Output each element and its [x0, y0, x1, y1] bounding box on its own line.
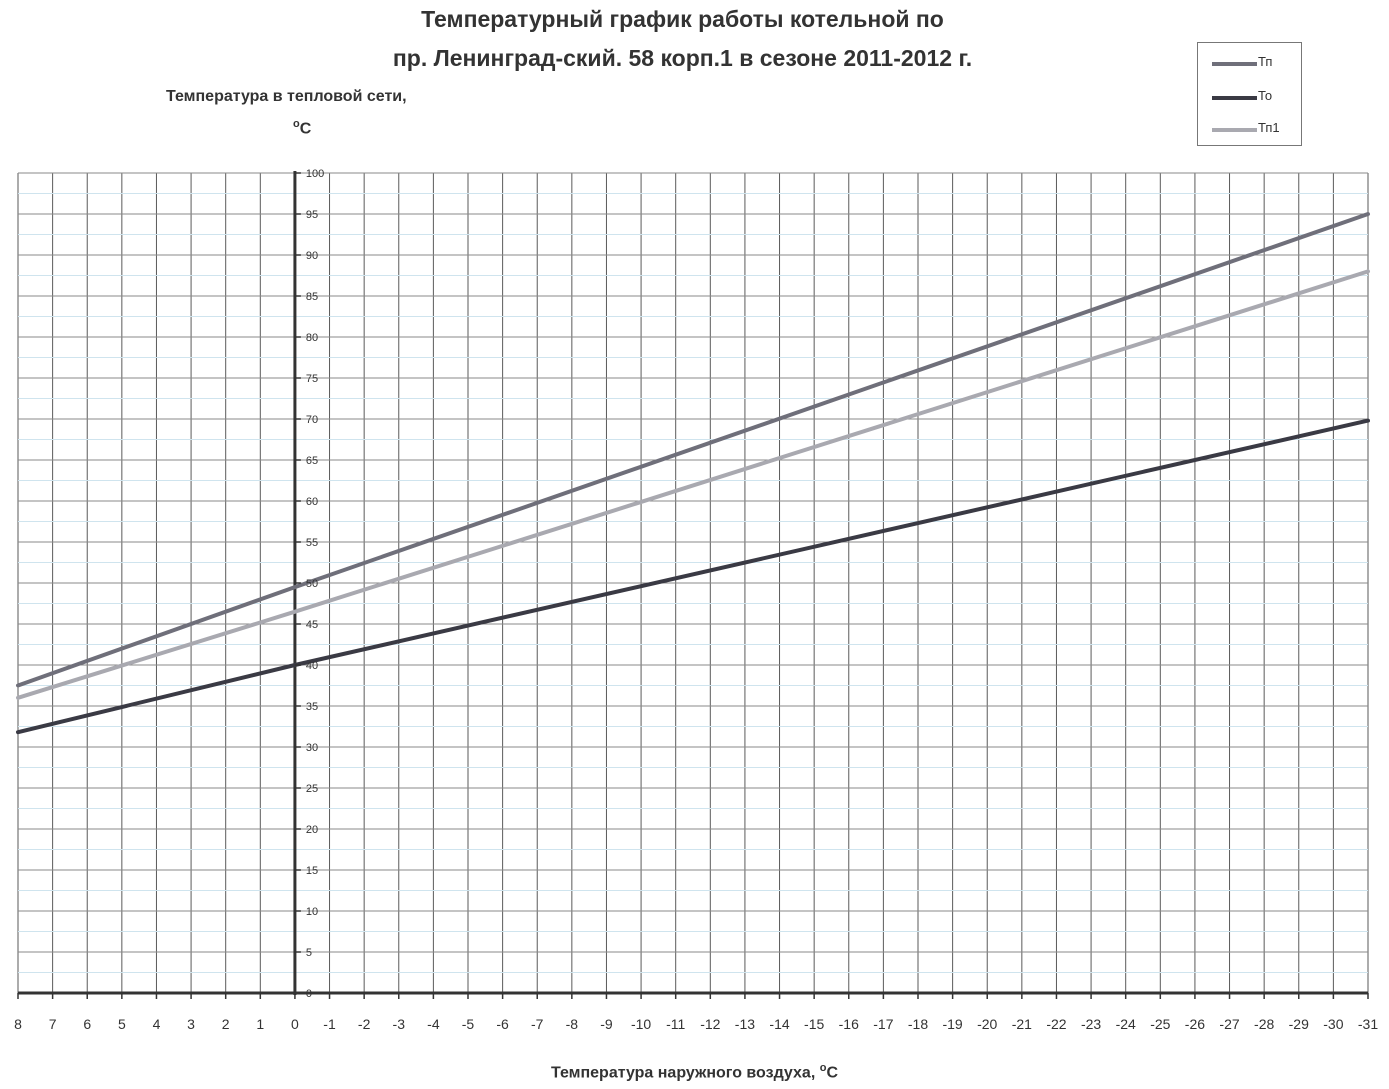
y-axis-unit: oC	[293, 118, 311, 138]
x-tick-label: -9	[600, 1016, 613, 1032]
x-tick-label: -6	[496, 1016, 509, 1032]
x-tick-label: -31	[1358, 1016, 1378, 1032]
x-tick-label: -11	[666, 1016, 685, 1032]
x-tick-label: -7	[531, 1016, 544, 1032]
y-tick-label: 35	[306, 701, 318, 713]
y-tick-label: 80	[306, 332, 318, 344]
x-tick-label: -1	[323, 1016, 336, 1032]
y-axis-degree-sign: o	[293, 118, 300, 130]
x-tick-label: -24	[1116, 1016, 1136, 1032]
series-line-2	[16, 418, 1370, 735]
x-tick-label: -29	[1289, 1016, 1309, 1032]
x-tick-label: -27	[1219, 1016, 1239, 1032]
chart-legend: Тп То Тп1	[1197, 42, 1302, 146]
legend-label-tp: Тп	[1258, 54, 1273, 69]
legend-item-tp: Тп	[1212, 53, 1298, 73]
series-line-1	[16, 212, 1370, 688]
x-tick-label: 6	[83, 1016, 91, 1032]
legend-swatch-tp	[1212, 62, 1257, 66]
x-tick-label: -17	[873, 1016, 893, 1032]
x-tick-label: -23	[1081, 1016, 1101, 1032]
x-tick-label: -12	[700, 1016, 720, 1032]
x-tick-label: -3	[393, 1016, 406, 1032]
x-tick-label: -26	[1185, 1016, 1205, 1032]
x-tick-label: -28	[1254, 1016, 1274, 1032]
y-tick-label: 90	[306, 250, 318, 262]
x-axis-unit-letter: C	[826, 1064, 838, 1082]
x-tick-label: -5	[462, 1016, 475, 1032]
x-tick-label: -21	[1012, 1016, 1032, 1032]
chart-title-line-2: пр. Ленинград-ский. 58 корп.1 в сезоне 2…	[392, 45, 973, 71]
x-tick-label: -14	[769, 1016, 789, 1032]
x-tick-label: -15	[804, 1016, 824, 1032]
x-tick-label: 2	[222, 1016, 230, 1032]
legend-item-tp1: Тп1	[1212, 119, 1298, 139]
y-tick-label: 75	[306, 373, 318, 385]
legend-swatch-to	[1212, 96, 1257, 100]
x-tick-label: -20	[977, 1016, 997, 1032]
x-tick-label: -2	[358, 1016, 371, 1032]
x-axis-degree-sign: o	[819, 1062, 827, 1074]
x-tick-label: 1	[256, 1016, 264, 1032]
y-tick-label: 40	[306, 660, 318, 672]
legend-item-to: То	[1212, 87, 1298, 107]
y-tick-label: 50	[306, 578, 318, 590]
x-tick-label: -16	[839, 1016, 859, 1032]
x-tick-label: -19	[942, 1016, 962, 1032]
x-tick-label: -13	[735, 1016, 755, 1032]
x-tick-label: -22	[1046, 1016, 1066, 1032]
x-tick-label: 8	[14, 1016, 22, 1032]
y-tick-label: 20	[306, 824, 318, 836]
x-tick-label: -4	[427, 1016, 440, 1032]
y-tick-label: 85	[306, 291, 318, 303]
x-tick-label: 5	[118, 1016, 126, 1032]
y-tick-label: 100	[306, 168, 324, 180]
y-tick-label: 60	[306, 496, 318, 508]
y-tick-label: 25	[306, 783, 318, 795]
x-tick-label: 0	[291, 1016, 299, 1032]
x-axis-label: Температура наружного воздуха, oC	[0, 1062, 1389, 1082]
x-tick-label: -25	[1150, 1016, 1170, 1032]
y-tick-label: 30	[306, 742, 318, 754]
legend-label-tp1: Тп1	[1258, 120, 1280, 135]
y-axis-label: Температура в тепловой сети,	[166, 88, 407, 105]
y-tick-label: 95	[306, 209, 318, 221]
y-tick-label: 5	[306, 947, 312, 959]
chart-title-line-1: Температурный график работы котельной по	[421, 6, 944, 32]
y-tick-label: 70	[306, 414, 318, 426]
x-tick-label: 7	[49, 1016, 57, 1032]
x-tick-label: -10	[631, 1016, 651, 1032]
x-tick-label: -30	[1323, 1016, 1343, 1032]
y-tick-label: 15	[306, 865, 318, 877]
series-line-3	[16, 269, 1370, 700]
y-tick-label: 0	[306, 988, 312, 1000]
x-axis-label-text: Температура наружного воздуха,	[550, 1064, 820, 1082]
y-tick-label: 65	[306, 455, 318, 467]
y-axis-unit-letter: C	[299, 120, 312, 138]
y-tick-label: 10	[306, 906, 318, 918]
y-tick-label: 55	[306, 537, 318, 549]
y-tick-label: 45	[306, 619, 318, 631]
x-tick-label: 4	[153, 1016, 161, 1032]
x-tick-label: -8	[566, 1016, 579, 1032]
x-tick-label: -18	[908, 1016, 928, 1032]
legend-swatch-tp1	[1212, 128, 1257, 132]
x-tick-label: 3	[187, 1016, 195, 1032]
legend-label-to: То	[1258, 88, 1273, 103]
